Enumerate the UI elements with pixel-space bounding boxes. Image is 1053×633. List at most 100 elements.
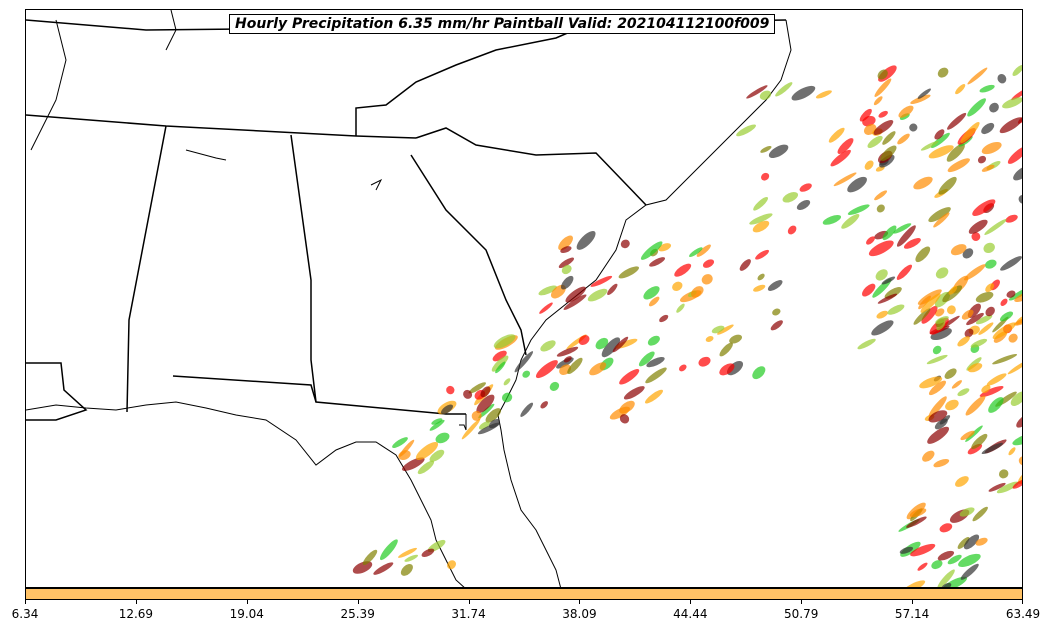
precip-blob: [514, 351, 534, 373]
precip-blob: [896, 225, 916, 247]
precip-blob: [864, 160, 874, 170]
precip-blob: [402, 457, 425, 471]
precip-blob: [979, 84, 995, 93]
precip-blob: [619, 369, 640, 385]
precip-blob: [965, 395, 986, 416]
precip-blob: [957, 388, 970, 397]
precip-blob: [461, 418, 481, 440]
precip-blob: [988, 482, 1006, 492]
precip-blob: [399, 439, 415, 457]
precip-blob: [947, 158, 970, 173]
precip-blob: [981, 442, 1003, 455]
precip-blob: [492, 350, 507, 362]
precip-blob: [942, 576, 968, 587]
precip-blob: [398, 547, 417, 558]
precip-blob: [955, 84, 966, 95]
precip-blob: [963, 534, 980, 550]
precip-blob: [607, 283, 618, 296]
precip-blob: [933, 458, 950, 468]
precip-blob: [476, 394, 495, 414]
precip-blob: [619, 414, 630, 424]
precip-blob: [558, 235, 573, 251]
precip-blob: [352, 561, 373, 574]
precip-blob: [917, 562, 928, 571]
precip-blob: [746, 85, 768, 99]
precip-blob: [770, 320, 783, 331]
precip-blob: [877, 293, 898, 304]
precip-blob: [698, 356, 711, 367]
precip-blob: [828, 127, 845, 143]
precip-blob: [947, 554, 962, 565]
precip-blob: [830, 149, 851, 167]
precip-blob: [966, 312, 984, 326]
precip-blob: [767, 280, 783, 291]
precip-blob: [928, 207, 951, 223]
precip-blob: [558, 257, 575, 269]
precip-blob: [1007, 146, 1022, 164]
precip-blob: [875, 269, 888, 281]
precip-blob: [878, 110, 888, 118]
precip-blob: [958, 553, 981, 567]
precip-blob: [931, 560, 943, 570]
precip-blob: [928, 145, 954, 159]
precip-blob: [996, 481, 1019, 494]
precip-blob: [729, 334, 743, 344]
precip-blob: [847, 176, 867, 193]
precip-blob: [967, 98, 986, 117]
precip-blob: [909, 123, 918, 132]
precip-blob: [922, 450, 935, 462]
precip-blob: [503, 378, 511, 386]
precip-blob: [640, 241, 663, 260]
precip-blob: [796, 199, 811, 211]
precip-blob: [638, 351, 655, 367]
precip-blob: [955, 476, 969, 487]
precip-blob: [957, 336, 970, 347]
precip-blob: [920, 140, 939, 151]
colorbar-tick-label: 6.34: [11, 607, 39, 621]
precip-blob: [696, 244, 711, 257]
precip-blob: [421, 548, 435, 558]
precip-blob: [937, 550, 955, 561]
precip-blob: [928, 380, 947, 396]
precip-blob: [968, 219, 988, 234]
precip-blob: [463, 389, 473, 399]
precip-blob: [799, 183, 812, 192]
precip-blob: [791, 85, 816, 101]
precip-blob: [753, 197, 769, 211]
precip-blob: [752, 366, 766, 380]
precip-blob: [755, 249, 770, 260]
precip-blob: [676, 303, 685, 313]
sc-nc-border: [415, 127, 647, 206]
precip-blob: [522, 370, 531, 378]
precip-blob: [623, 386, 645, 400]
precip-blob: [587, 288, 608, 302]
precip-blob: [938, 176, 957, 195]
colorbar-tick-label: 31.74: [451, 607, 486, 621]
precip-blob: [909, 508, 927, 518]
precip-blob: [702, 259, 715, 268]
precip-blob: [719, 363, 735, 376]
precip-blob: [882, 131, 896, 145]
precip-blob: [975, 291, 994, 303]
precip-blob: [1006, 290, 1016, 298]
precip-blob: [999, 311, 1014, 322]
precip-blob: [985, 306, 995, 317]
precip-blob: [711, 325, 725, 334]
precip-blob: [876, 310, 888, 319]
fl-north-border: [172, 375, 466, 415]
precip-blob: [972, 506, 988, 522]
precip-blob: [1000, 298, 1008, 306]
precip-blob: [999, 469, 1009, 479]
precip-blob: [400, 563, 413, 576]
precip-blob: [431, 418, 443, 425]
precip-blob: [495, 361, 506, 374]
precip-blob: [567, 357, 583, 375]
precip-blob: [935, 316, 949, 324]
precip-blob: [882, 225, 897, 241]
precip-blob: [1012, 479, 1022, 489]
precip-blob: [689, 247, 703, 257]
precip-blob: [736, 124, 757, 137]
precip-blob: [520, 402, 534, 417]
precip-blob: [1012, 65, 1022, 76]
precip-blob: [977, 155, 987, 164]
